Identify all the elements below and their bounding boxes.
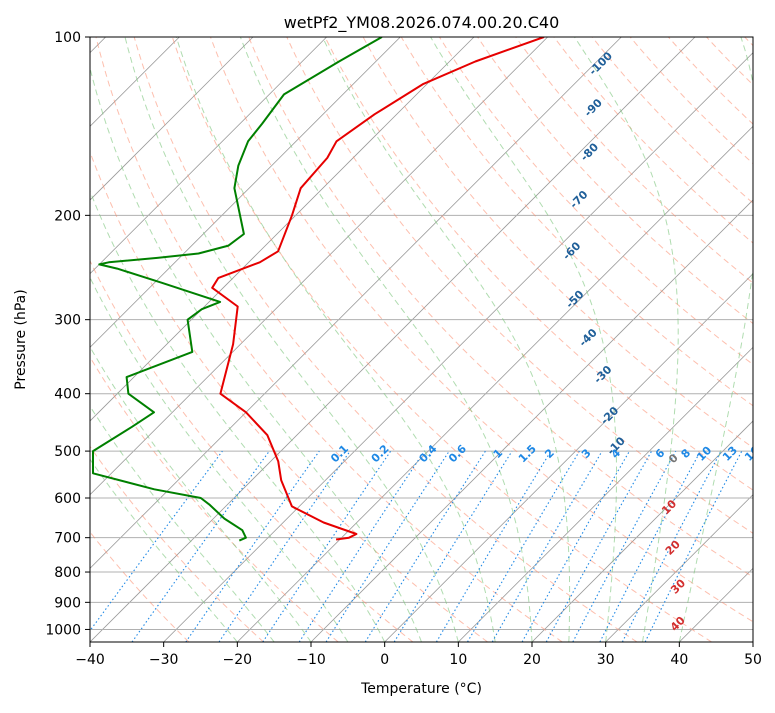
y-tick-label: 800 — [54, 565, 81, 581]
x-tick-label: 40 — [670, 652, 688, 668]
x-tick-label: 0 — [380, 652, 389, 668]
x-tick-label: 50 — [744, 652, 762, 668]
mixing-ratio-label: 20 — [764, 443, 775, 463]
y-axis-label: Pressure (hPa) — [13, 289, 29, 389]
x-tick-label: −30 — [149, 652, 179, 668]
x-tick-label: −40 — [75, 652, 105, 668]
x-tick-label: −20 — [223, 652, 253, 668]
y-tick-label: 100 — [54, 30, 81, 46]
x-tick-label: 20 — [523, 652, 541, 668]
y-tick-label: 600 — [54, 491, 81, 507]
y-tick-label: 400 — [54, 387, 81, 403]
x-tick-label: 10 — [449, 652, 467, 668]
y-tick-label: 700 — [54, 531, 81, 547]
chart-title: wetPf2_YM08.2026.074.00.20.C40 — [284, 13, 560, 33]
x-axis: −40 −30 −20 −10 0 10 20 30 40 50 — [75, 642, 762, 668]
y-tick-label: 900 — [54, 595, 81, 611]
x-tick-label: −10 — [296, 652, 326, 668]
y-tick-label: 200 — [54, 208, 81, 224]
isotherm-line — [753, 37, 775, 642]
x-tick-label: 30 — [597, 652, 615, 668]
y-axis: 100 200 300 400 500 600 700 800 900 1000 — [45, 30, 90, 638]
plot-background — [90, 37, 753, 642]
x-axis-label: Temperature (°C) — [360, 681, 482, 697]
y-tick-label: 500 — [54, 444, 81, 460]
y-tick-label: 300 — [54, 313, 81, 329]
y-tick-label: 1000 — [45, 622, 81, 638]
